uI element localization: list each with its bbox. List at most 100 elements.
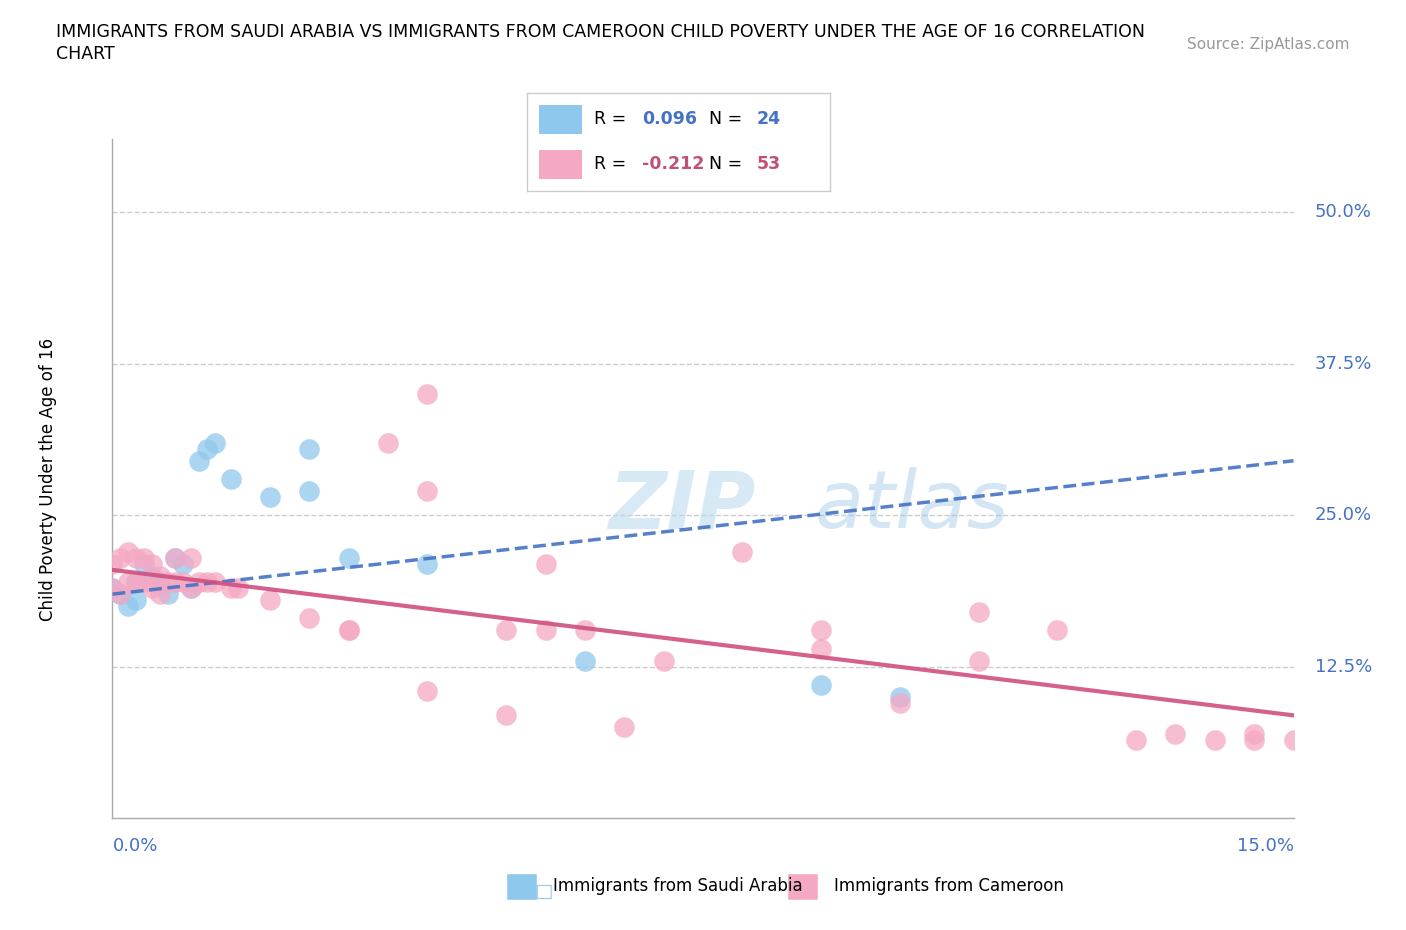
Point — [204, 575, 226, 590]
Text: 25.0%: 25.0% — [1315, 506, 1372, 525]
Text: 24: 24 — [756, 111, 782, 128]
Point — [574, 623, 596, 638]
Point — [1282, 732, 1305, 747]
Point — [110, 587, 132, 602]
Text: 0.096: 0.096 — [643, 111, 697, 128]
Point — [1243, 726, 1265, 741]
Text: Child Poverty Under the Age of 16: Child Poverty Under the Age of 16 — [38, 338, 56, 620]
Point — [101, 580, 124, 595]
Text: R =: R = — [593, 111, 631, 128]
Point — [141, 568, 163, 583]
Point — [117, 599, 139, 614]
Point — [495, 708, 517, 723]
Text: CHART: CHART — [56, 45, 115, 62]
Point — [125, 551, 148, 565]
Point — [1204, 732, 1226, 747]
Point — [534, 556, 557, 571]
Point — [110, 587, 132, 602]
Text: 37.5%: 37.5% — [1315, 354, 1372, 373]
Point — [195, 575, 218, 590]
Point — [125, 592, 148, 607]
Point — [101, 556, 124, 571]
Text: R =: R = — [593, 155, 631, 173]
Point — [810, 623, 832, 638]
Point — [1046, 623, 1069, 638]
Point — [1164, 726, 1187, 741]
Point — [132, 556, 155, 571]
Text: Immigrants from Cameroon: Immigrants from Cameroon — [834, 877, 1064, 895]
Text: N =: N = — [709, 111, 748, 128]
Text: -0.212: -0.212 — [643, 155, 704, 173]
Text: Source: ZipAtlas.com: Source: ZipAtlas.com — [1187, 37, 1350, 52]
Point — [495, 623, 517, 638]
Point — [156, 587, 179, 602]
Point — [132, 575, 155, 590]
Text: N =: N = — [709, 155, 748, 173]
Text: 53: 53 — [756, 155, 782, 173]
Point — [889, 696, 911, 711]
Point — [810, 678, 832, 693]
Point — [180, 551, 202, 565]
Point — [188, 575, 211, 590]
Point — [180, 580, 202, 595]
Text: 12.5%: 12.5% — [1315, 658, 1372, 676]
Text: ZIP: ZIP — [609, 467, 756, 545]
Point — [149, 568, 172, 583]
Text: 50.0%: 50.0% — [1315, 204, 1371, 221]
Point — [165, 551, 187, 565]
Point — [125, 575, 148, 590]
Point — [534, 623, 557, 638]
Text: 15.0%: 15.0% — [1236, 837, 1294, 856]
Point — [180, 580, 202, 595]
Bar — [506, 873, 537, 900]
Point — [125, 575, 148, 590]
Point — [117, 544, 139, 559]
Text: Immigrants from Saudi Arabia: Immigrants from Saudi Arabia — [553, 877, 803, 895]
Point — [967, 654, 990, 669]
Point — [149, 575, 172, 590]
Point — [889, 690, 911, 705]
Point — [337, 551, 360, 565]
Point — [141, 556, 163, 571]
Point — [259, 592, 281, 607]
Point — [1125, 732, 1147, 747]
Point — [810, 642, 832, 657]
Point — [219, 580, 242, 595]
Point — [298, 484, 321, 498]
Point — [195, 441, 218, 456]
Text: 0.0%: 0.0% — [112, 837, 157, 856]
Bar — [787, 873, 818, 900]
Point — [156, 575, 179, 590]
Point — [228, 580, 250, 595]
Point — [188, 453, 211, 468]
Point — [259, 490, 281, 505]
Point — [377, 435, 399, 450]
Text: □: □ — [534, 882, 553, 900]
Point — [337, 623, 360, 638]
Point — [149, 587, 172, 602]
Point — [416, 387, 439, 402]
Point — [165, 551, 187, 565]
Point — [416, 484, 439, 498]
Point — [652, 654, 675, 669]
Point — [574, 654, 596, 669]
Point — [731, 544, 754, 559]
Point — [1243, 732, 1265, 747]
Point — [416, 684, 439, 698]
Bar — [540, 105, 582, 134]
Point — [101, 580, 124, 595]
Bar — [540, 150, 582, 179]
Point — [219, 472, 242, 486]
Point — [298, 611, 321, 626]
Point — [117, 575, 139, 590]
Text: IMMIGRANTS FROM SAUDI ARABIA VS IMMIGRANTS FROM CAMEROON CHILD POVERTY UNDER THE: IMMIGRANTS FROM SAUDI ARABIA VS IMMIGRAN… — [56, 23, 1146, 41]
Point — [298, 441, 321, 456]
Point — [613, 720, 636, 735]
Point — [416, 556, 439, 571]
Point — [967, 604, 990, 619]
Point — [110, 551, 132, 565]
Text: atlas: atlas — [815, 467, 1010, 545]
Point — [132, 551, 155, 565]
Point — [204, 435, 226, 450]
Point — [172, 575, 194, 590]
